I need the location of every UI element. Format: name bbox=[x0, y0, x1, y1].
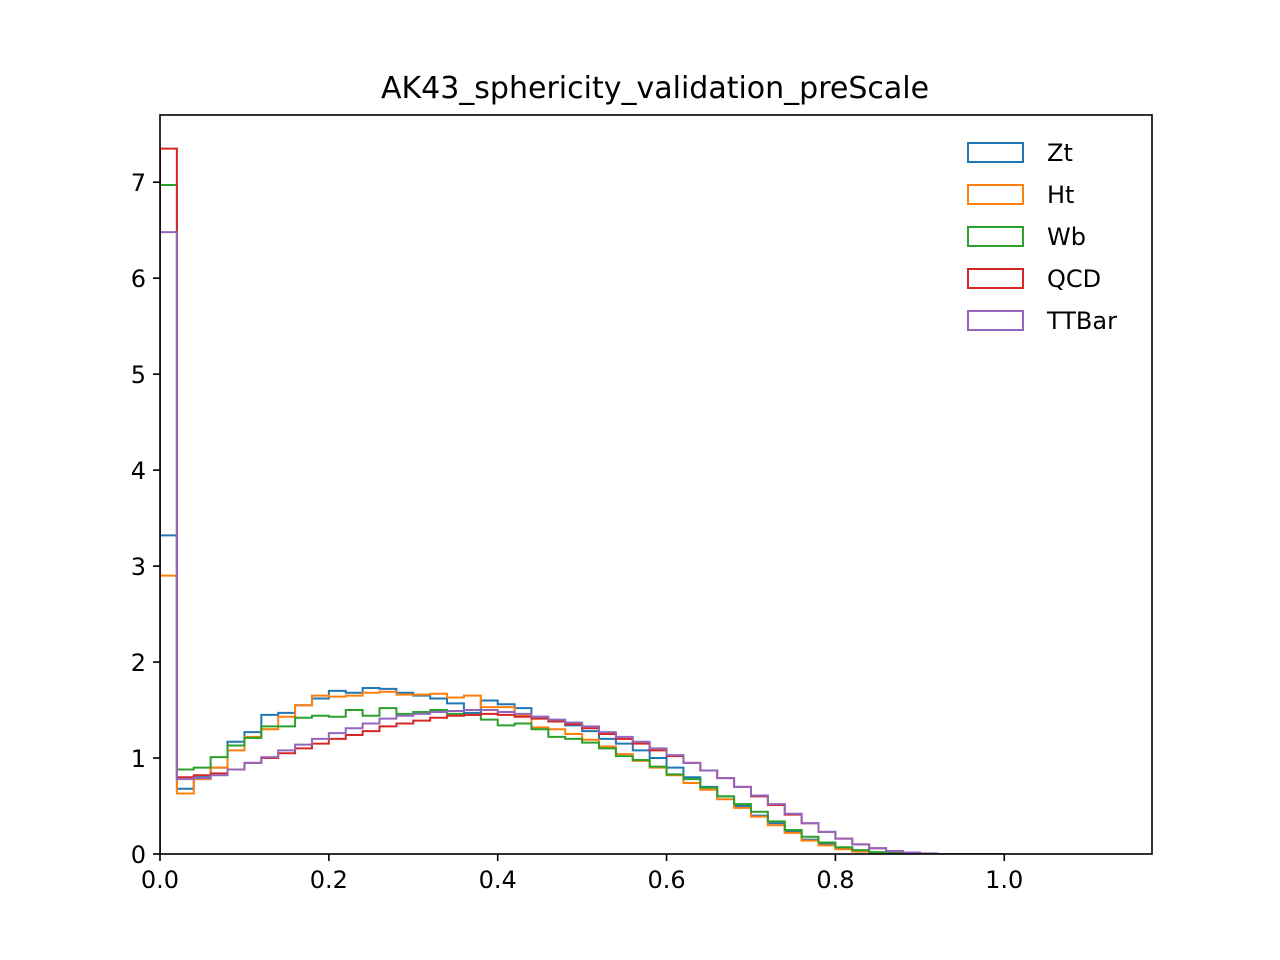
series-qcd-step bbox=[160, 147, 1005, 854]
legend-swatch-zt bbox=[967, 142, 1024, 163]
x-tick-label: 1.0 bbox=[985, 866, 1023, 894]
y-tick-label: 0 bbox=[131, 841, 146, 869]
axes: 0.0 0.2 0.4 0.6 0.8 1.0 0 1 2 3 4 5 6 7 bbox=[131, 114, 1153, 894]
x-tick-label: 0.0 bbox=[141, 866, 179, 894]
legend-swatch-ttbar bbox=[967, 310, 1024, 331]
y-tick-label: 4 bbox=[131, 457, 146, 485]
legend-label-ht: Ht bbox=[1047, 181, 1074, 209]
series-ttbar-step bbox=[160, 231, 1005, 854]
legend-label-qcd: QCD bbox=[1047, 265, 1101, 293]
legend-label-zt: Zt bbox=[1047, 139, 1073, 167]
y-tick-label: 7 bbox=[131, 169, 146, 197]
x-tick-label: 0.2 bbox=[310, 866, 348, 894]
chart-title: AK43_sphericity_validation_preScale bbox=[381, 71, 929, 106]
x-tick-label: 0.6 bbox=[647, 866, 685, 894]
legend-swatch-wb bbox=[967, 226, 1024, 247]
y-tick-label: 5 bbox=[131, 361, 146, 389]
y-tick-label: 1 bbox=[131, 745, 146, 773]
y-tick-label: 3 bbox=[131, 553, 146, 581]
plot-area bbox=[160, 147, 1005, 854]
x-tick-label: 0.8 bbox=[816, 866, 854, 894]
series-zt-step bbox=[160, 534, 1005, 854]
legend-swatch-ht bbox=[967, 184, 1024, 205]
axes-frame bbox=[159, 114, 1153, 855]
legend-label-wb: Wb bbox=[1047, 223, 1086, 251]
legend-swatch-qcd bbox=[967, 268, 1024, 289]
series-ht-step bbox=[160, 574, 1005, 854]
y-tick-label: 2 bbox=[131, 649, 146, 677]
legend-label-ttbar: TTBar bbox=[1046, 307, 1117, 335]
x-tick-label: 0.4 bbox=[479, 866, 517, 894]
series-wb-step bbox=[160, 184, 1005, 854]
legend: Zt Ht Wb QCD TTBar bbox=[967, 139, 1117, 335]
y-tick-label: 6 bbox=[131, 265, 146, 293]
